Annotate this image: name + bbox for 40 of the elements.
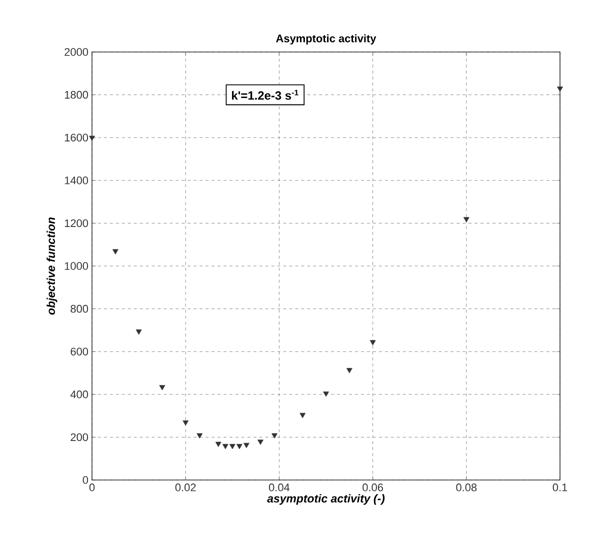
point bbox=[229, 444, 236, 450]
y-tick-label: 400 bbox=[70, 390, 88, 398]
point bbox=[258, 440, 264, 445]
point bbox=[463, 217, 470, 222]
y-tick-label: 800 bbox=[70, 304, 88, 313]
y-tick-label: 1200 bbox=[64, 219, 88, 228]
x-tick-label: 0.02 bbox=[175, 484, 196, 492]
x-tick-label: 0.06 bbox=[362, 484, 383, 492]
point bbox=[215, 442, 222, 448]
point bbox=[272, 433, 278, 438]
y-tick-label: 600 bbox=[70, 348, 88, 356]
y-tick-label: 1000 bbox=[64, 262, 88, 270]
y-tick-label: 2000 bbox=[64, 48, 88, 56]
x-tick-label: 0 bbox=[89, 484, 95, 492]
y-tick-label: 200 bbox=[70, 433, 88, 442]
x-tick-label: 0.08 bbox=[456, 484, 477, 492]
x-axis-title: asymptotic activity (-) bbox=[267, 494, 385, 505]
chart-title: Asymptotic activity bbox=[276, 34, 376, 44]
point bbox=[222, 444, 228, 450]
text: k'=1.2e-3 s$^{-1}$ bbox=[232, 90, 298, 100]
point bbox=[236, 444, 242, 450]
point bbox=[557, 86, 563, 92]
y-tick-label: 1600 bbox=[64, 134, 88, 142]
point bbox=[323, 392, 329, 397]
y-tick-label: 1400 bbox=[64, 176, 88, 184]
y-axis-title: objective function bbox=[46, 217, 58, 315]
point bbox=[136, 329, 142, 335]
point bbox=[370, 340, 376, 346]
point bbox=[243, 442, 250, 448]
y-tick-label: 0 bbox=[82, 476, 88, 484]
point bbox=[196, 433, 203, 438]
point bbox=[300, 412, 306, 418]
point bbox=[112, 249, 118, 254]
y-tick-label: 1800 bbox=[64, 90, 88, 99]
point bbox=[159, 385, 166, 390]
x-tick-label: 0.04 bbox=[268, 484, 290, 492]
point bbox=[346, 368, 352, 374]
x-tick-label: 0.1 bbox=[552, 484, 568, 492]
point bbox=[182, 420, 189, 426]
point bbox=[89, 136, 95, 141]
